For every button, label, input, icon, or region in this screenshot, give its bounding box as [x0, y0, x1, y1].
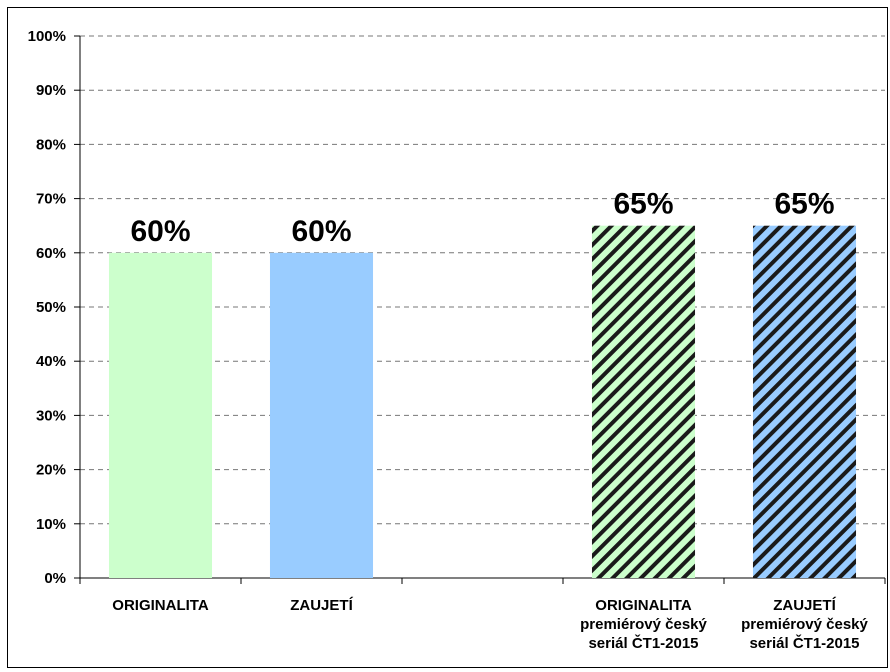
y-tick-label: 80%	[36, 136, 66, 153]
y-tick-label: 70%	[36, 191, 66, 208]
data-label: 60%	[130, 215, 190, 248]
y-tick-label: 40%	[36, 353, 66, 370]
y-tick-label: 100%	[28, 28, 66, 45]
bar	[269, 252, 374, 579]
x-tick-label: ZAUJETÍ	[290, 597, 353, 614]
y-tick-label: 30%	[36, 407, 66, 424]
bar	[752, 225, 857, 578]
y-tick-label: 60%	[36, 245, 66, 262]
y-tick-label: 20%	[36, 462, 66, 479]
x-tick-label: ZAUJETÍ premiérový český seriál ČT1-2015	[741, 597, 868, 652]
bar	[108, 252, 213, 579]
y-tick-label: 50%	[36, 299, 66, 316]
chart-frame	[7, 7, 888, 668]
data-label: 65%	[774, 188, 834, 221]
y-tick-label: 90%	[36, 82, 66, 99]
y-tick-label: 10%	[36, 516, 66, 533]
x-tick-label: ORIGINALITA	[112, 597, 209, 614]
data-label: 65%	[613, 188, 673, 221]
y-tick-label: 0%	[44, 570, 66, 587]
data-label: 60%	[291, 215, 351, 248]
bar	[591, 225, 696, 578]
x-tick-label: ORIGINALITA premiérový český seriál ČT1-20…	[580, 597, 707, 652]
